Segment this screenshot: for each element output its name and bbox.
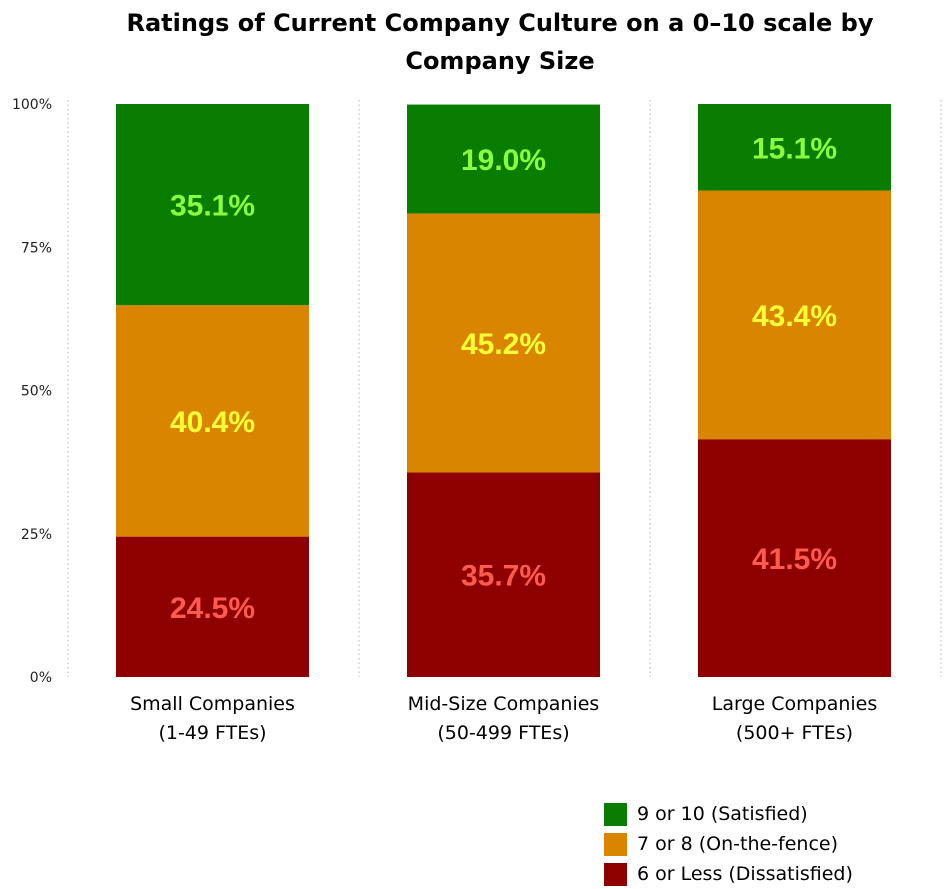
legend-item: 7 or 8 (On-the-fence) xyxy=(604,829,853,859)
bar-segment xyxy=(116,305,309,537)
data-label: 19.0% xyxy=(461,144,546,177)
y-tick-label: 100% xyxy=(12,97,52,113)
bar-segment xyxy=(698,439,891,677)
data-label: 40.4% xyxy=(170,406,255,439)
bar-segment xyxy=(698,190,891,440)
legend-swatch xyxy=(604,862,627,886)
x-tick-label: (1-49 FTEs) xyxy=(158,722,266,744)
x-tick-label: Large Companies xyxy=(712,693,878,715)
data-label: 35.1% xyxy=(170,190,255,223)
legend-label: 9 or 10 (Satisfied) xyxy=(637,803,808,825)
x-tick-label: Small Companies xyxy=(130,693,295,715)
chart-title: Ratings of Current Company Culture on a … xyxy=(126,9,874,75)
x-tick-label: Mid-Size Companies xyxy=(408,693,600,715)
x-axis: Small Companies (1-49 FTEs) Mid-Size Compa… xyxy=(130,693,877,744)
bar-segment xyxy=(407,213,600,473)
data-label: 45.2% xyxy=(461,328,546,361)
legend-label: 7 or 8 (On-the-fence) xyxy=(637,833,839,855)
legend-item: 9 or 10 (Satisfied) xyxy=(604,799,853,829)
bar-segment xyxy=(116,536,309,677)
bar-segment xyxy=(407,104,600,214)
y-tick-label: 50% xyxy=(21,384,52,400)
legend-label: 6 or Less (Dissatisfied) xyxy=(637,863,853,885)
gridlines xyxy=(67,100,942,677)
data-label: 43.4% xyxy=(752,300,837,333)
y-axis: 0% 25% 50% 75% 100% xyxy=(12,97,52,686)
y-tick-label: 25% xyxy=(21,527,52,543)
y-tick-label: 0% xyxy=(30,670,52,686)
bar-segment xyxy=(116,104,309,306)
bar-segment xyxy=(407,472,600,677)
y-tick-label: 75% xyxy=(21,240,52,256)
data-label: 15.1% xyxy=(752,132,837,165)
legend-swatch xyxy=(604,802,627,826)
bars: 24.5% 40.4% 35.1% 35.7% 45.2% 19.0% 41.5% 43.4%… xyxy=(116,104,891,677)
data-label: 24.5% xyxy=(170,592,255,625)
legend-swatch xyxy=(604,832,627,856)
bar-segment xyxy=(698,104,891,191)
x-tick-label: (500+ FTEs) xyxy=(736,722,853,744)
x-tick-label: (50-499 FTEs) xyxy=(437,722,569,744)
data-label: 41.5% xyxy=(752,543,837,576)
legend: 9 or 10 (Satisfied) 7 or 8 (On-the-fence)… xyxy=(604,799,853,889)
data-label: 35.7% xyxy=(461,560,546,593)
legend-item: 6 or Less (Dissatisfied) xyxy=(604,859,853,889)
